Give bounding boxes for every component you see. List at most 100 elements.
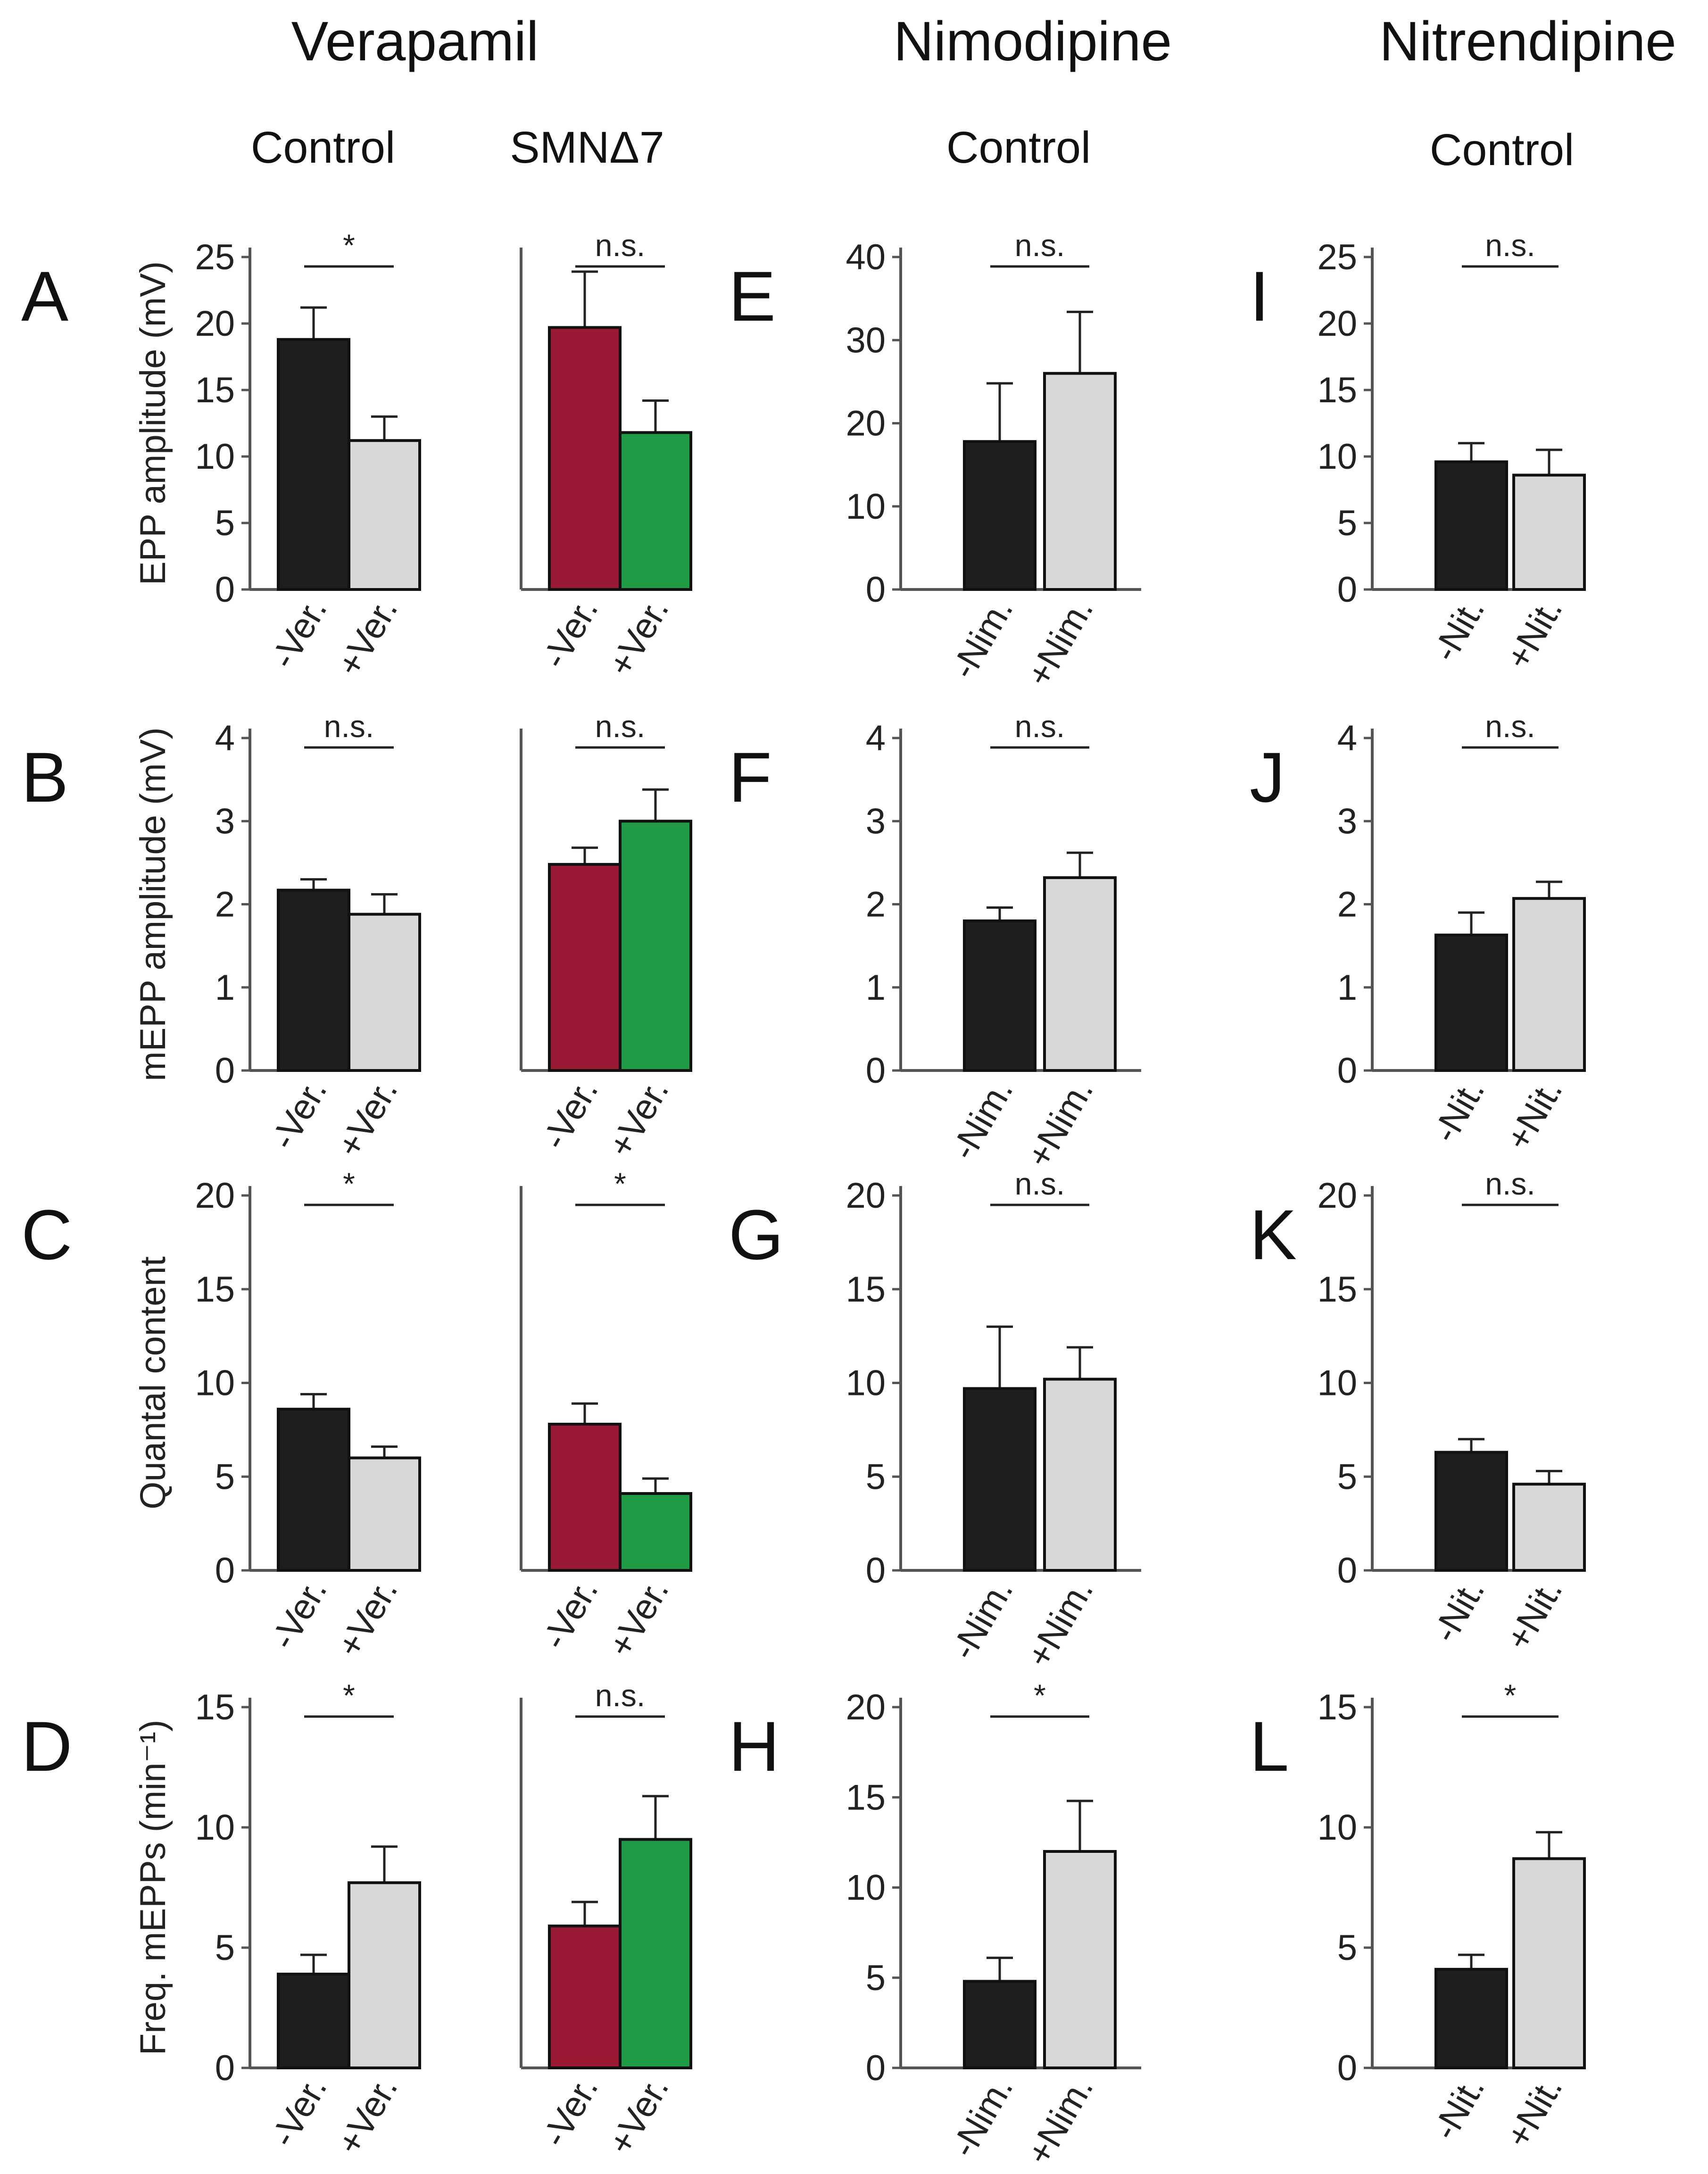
group-title-verapamil: Verapamil (291, 10, 539, 73)
y-axis-label: EPP amplitude (mV) (133, 261, 173, 585)
bar-+Ver. (348, 913, 421, 1072)
bar--Ver. (277, 888, 350, 1072)
y-tick-label: 5 (215, 1457, 235, 1497)
significance-label: n.s. (595, 709, 645, 744)
bar--Ver. (548, 1422, 622, 1572)
bar--Nit. (1434, 933, 1508, 1072)
y-tick-label: 2 (866, 885, 886, 925)
y-tick-label: 20 (195, 304, 235, 344)
panel-letter-C: C (21, 1195, 72, 1274)
y-tick-label: 25 (195, 237, 235, 277)
y-tick-label: 10 (1317, 1363, 1357, 1403)
category-label: +Nit. (1498, 1572, 1570, 1657)
significance-label: n.s. (595, 228, 645, 263)
category-label: +Ver. (329, 1572, 405, 1664)
subtitle-verapamil-control: Control (251, 123, 395, 173)
y-axis-label: Quantal content (133, 1256, 173, 1510)
category-label: +Nim. (1019, 591, 1101, 693)
subtitle-nimodipine-control: Control (946, 123, 1091, 173)
category-label: +Ver. (600, 2070, 676, 2161)
bar--Nim. (963, 440, 1036, 591)
category-label: +Nim. (1019, 1572, 1101, 1674)
bar-chart-panel-E: 0 10 20 30 40 E -Nim.+Nim. n.s. (729, 228, 1141, 693)
y-tick-label: 10 (195, 1363, 235, 1403)
bar--Ver. (277, 1408, 350, 1572)
y-tick-label: 5 (1337, 1928, 1357, 1968)
y-axis-label: Freq. mEPPs (min⁻¹) (133, 1720, 173, 2056)
significance-label: n.s. (1485, 228, 1535, 263)
y-tick-label: 1 (1337, 968, 1357, 1008)
y-tick-label: 0 (866, 1551, 886, 1591)
bar-+Nit. (1512, 473, 1586, 591)
y-tick-label: 20 (1317, 304, 1357, 344)
significance-label: * (614, 1166, 626, 1201)
y-tick-label: 5 (1337, 503, 1357, 543)
y-tick-label: 0 (866, 1051, 886, 1091)
y-tick-label: 25 (1317, 237, 1357, 277)
y-tick-label: 10 (846, 487, 886, 527)
significance-label: n.s. (1485, 709, 1535, 744)
y-tick-label: 15 (1317, 370, 1357, 410)
category-label: -Nim. (943, 2070, 1020, 2164)
bar-+Ver. (619, 820, 692, 1072)
bar-+Nim. (1043, 876, 1117, 1072)
category-label: -Ver. (534, 1572, 606, 1656)
category-label: -Nit. (1425, 1072, 1492, 1149)
y-tick-label: 20 (846, 1687, 886, 1727)
y-tick-label: 15 (195, 370, 235, 410)
y-tick-label: 3 (215, 801, 235, 841)
category-label: -Nit. (1425, 591, 1492, 668)
y-tick-label: 10 (846, 1363, 886, 1403)
category-label: -Ver. (534, 2070, 606, 2154)
bar-chart-panel-smn-3: -Ver.+Ver. n.s. (520, 1678, 692, 2161)
bar-+Ver. (348, 1456, 421, 1572)
bar--Nit. (1434, 1967, 1508, 2069)
bar-chart-panel-smn-0: -Ver.+Ver. n.s. (520, 228, 692, 683)
bar-+Ver. (348, 439, 421, 591)
panel-letter-J: J (1250, 738, 1285, 817)
y-tick-label: 1 (866, 968, 886, 1008)
bar--Ver. (277, 338, 350, 591)
bar-chart-panel-H: 0 5 10 15 20 H -Nim.+Nim. * (729, 1678, 1141, 2172)
bar-chart-panel-I: 0 5 10 15 20 25 I -Nit. +Nit. n.s. (1250, 228, 1586, 676)
significance-label: * (343, 1678, 355, 1713)
category-label: +Ver. (329, 591, 405, 683)
y-tick-label: 5 (215, 503, 235, 543)
bar-chart-panel-L: 0 5 10 15 L -Nit. +Nit. * (1250, 1678, 1586, 2155)
y-axis-label: mEPP amplitude (mV) (133, 727, 173, 1081)
category-label: -Ver. (263, 1572, 335, 1656)
y-tick-label: 0 (866, 570, 886, 610)
bar-chart-panel-B: 0 1 2 3 4 B mEPP amplitude (mV) -Ver.+Ver. n.s. (21, 709, 421, 1164)
category-label: -Ver. (263, 1072, 335, 1156)
y-tick-label: 4 (866, 718, 886, 758)
bar-chart-panel-K: 0 5 10 15 20 K -Nit. +Nit. n.s. (1250, 1166, 1586, 1657)
bar-+Ver. (348, 1881, 421, 2070)
group-title-nimodipine: Nimodipine (894, 10, 1172, 73)
significance-label: * (343, 228, 355, 263)
category-label: -Nit. (1425, 1572, 1492, 1649)
y-tick-label: 20 (1317, 1176, 1357, 1216)
bar--Ver. (548, 863, 622, 1072)
panel-letter-I: I (1250, 257, 1269, 336)
bar-+Nit. (1512, 897, 1586, 1072)
bar-+Nim. (1043, 372, 1117, 591)
bar-chart-panel-J: 0 1 2 3 4 J -Nit. +Nit. n.s. (1250, 709, 1586, 1157)
category-label: +Nit. (1498, 591, 1570, 676)
bar-chart-panel-smn-1: -Ver.+Ver. n.s. (520, 709, 692, 1164)
y-tick-label: 20 (846, 404, 886, 444)
bar-chart-panel-C: 0 5 10 15 20 C Quantal content -Ver.+Ver. * (21, 1166, 421, 1664)
y-tick-label: 0 (1337, 570, 1357, 610)
category-label: +Ver. (600, 1572, 676, 1664)
panel-letter-D: D (21, 1707, 72, 1786)
significance-label: * (343, 1166, 355, 1201)
panel-letter-L: L (1250, 1707, 1289, 1786)
significance-label: * (1034, 1678, 1046, 1713)
bar-+Ver. (619, 1492, 692, 1572)
bar--Nit. (1434, 460, 1508, 591)
bar-chart-panel-G: 0 5 10 15 20 G -Nim.+Nim. n.s. (729, 1166, 1141, 1674)
category-label: +Ver. (600, 591, 676, 683)
y-tick-label: 20 (846, 1176, 886, 1216)
y-tick-label: 10 (195, 1808, 235, 1848)
category-label: -Nim. (943, 591, 1020, 686)
y-tick-label: 4 (1337, 718, 1357, 758)
